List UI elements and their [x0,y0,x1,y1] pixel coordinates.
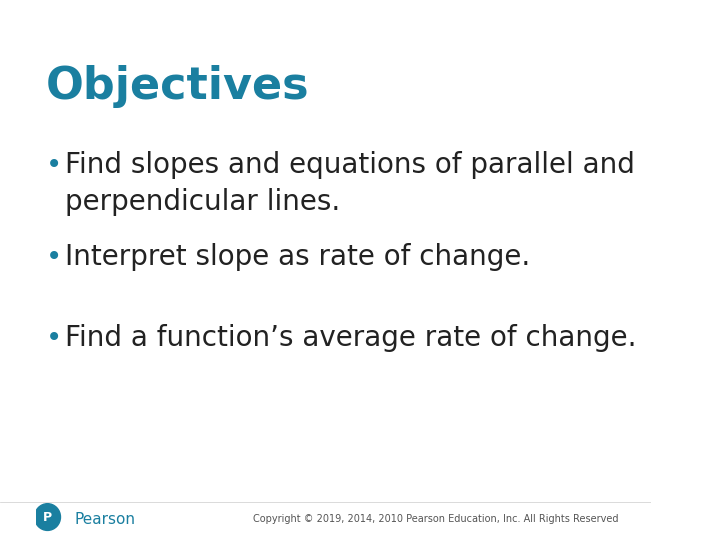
Circle shape [35,504,60,530]
Text: Find a function’s average rate of change.: Find a function’s average rate of change… [65,324,636,352]
Text: Find slopes and equations of parallel and
perpendicular lines.: Find slopes and equations of parallel an… [65,151,635,216]
Text: •: • [45,324,62,352]
Text: Copyright © 2019, 2014, 2010 Pearson Education, Inc. All Rights Reserved: Copyright © 2019, 2014, 2010 Pearson Edu… [253,515,618,524]
Text: •: • [45,243,62,271]
Text: Pearson: Pearson [75,512,136,527]
Text: Interpret slope as rate of change.: Interpret slope as rate of change. [65,243,531,271]
Text: P: P [43,510,52,524]
Text: •: • [45,151,62,179]
Text: Objectives: Objectives [45,65,309,108]
